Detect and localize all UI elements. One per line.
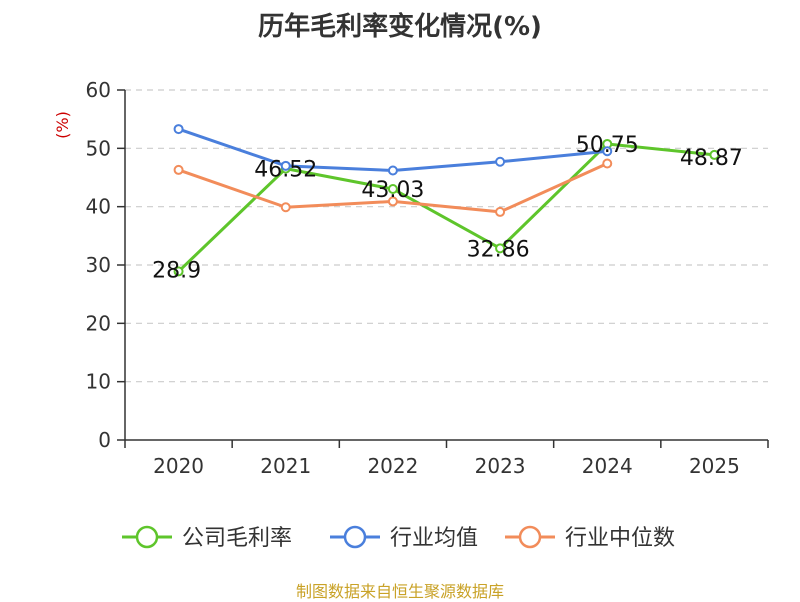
legend-marker	[343, 525, 367, 549]
x-tick-label: 2021	[260, 454, 311, 478]
legend-label: 行业均值	[390, 526, 478, 551]
data-label: 32.86	[467, 237, 530, 262]
data-point	[709, 149, 720, 160]
data-labels: 28.9 46.52 43.03 32.86 50.75 48.87	[152, 133, 743, 283]
legend-label: 公司毛利率	[182, 526, 292, 551]
y-tick-label: 0	[98, 428, 111, 452]
data-point	[387, 196, 398, 207]
data-label: 50.75	[576, 133, 639, 158]
data-point	[280, 202, 291, 213]
data-source-note: 制图数据来自恒生聚源数据库	[295, 582, 504, 601]
y-tick-label: 40	[86, 195, 111, 219]
data-point	[495, 156, 506, 167]
legend-marker	[135, 525, 159, 549]
data-point	[495, 206, 506, 217]
x-tick-label: 2025	[689, 454, 740, 478]
data-point	[173, 124, 184, 135]
data-point	[173, 164, 184, 175]
data-point	[280, 160, 291, 171]
x-tick-label: 2023	[475, 454, 526, 478]
data-label: 43.03	[361, 178, 424, 203]
data-label: 46.52	[254, 158, 317, 183]
data-label: 48.87	[680, 146, 743, 171]
data-point	[173, 266, 184, 277]
legend-label: 行业中位数	[565, 526, 675, 551]
series-lines	[173, 124, 720, 277]
series-line-0	[177, 142, 715, 273]
y-tick-label: 10	[86, 370, 111, 394]
y-tick-label: 50	[86, 136, 111, 160]
data-point	[495, 243, 506, 254]
y-axis-unit-label: (%)	[53, 111, 72, 139]
grid-lines	[125, 89, 768, 383]
data-point	[602, 146, 613, 157]
y-tick-label: 30	[86, 253, 111, 277]
data-point	[602, 158, 613, 169]
legend: 公司毛利率 行业均值 行业中位数	[122, 525, 675, 551]
x-tick-label: 2022	[367, 454, 418, 478]
data-point	[387, 183, 398, 194]
axes: 0 10 20 30 40 50 60 2020 2021 2022 2023 2024 2025 (%)	[53, 78, 769, 478]
data-label: 28.9	[152, 258, 201, 283]
y-tick-label: 20	[86, 311, 111, 335]
chart-title: 历年毛利率变化情况(%)	[258, 12, 542, 42]
legend-marker	[518, 525, 542, 549]
x-tick-label: 2020	[153, 454, 204, 478]
y-tick-label: 60	[86, 78, 111, 102]
data-point	[387, 165, 398, 176]
x-tick-label: 2024	[582, 454, 633, 478]
series-line-1	[178, 127, 608, 172]
